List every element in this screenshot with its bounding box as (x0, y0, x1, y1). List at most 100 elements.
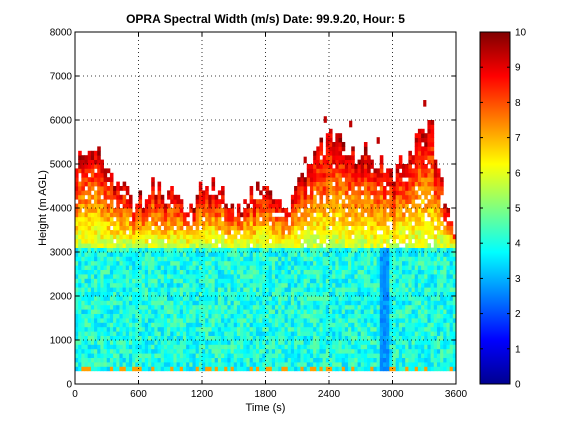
heatmap-cell (309, 186, 314, 191)
heatmap-cell (148, 221, 152, 226)
heatmap-cell (90, 256, 95, 262)
heatmap-cell (344, 291, 349, 297)
heatmap-cell (297, 304, 301, 310)
heatmap-cell (294, 212, 298, 218)
heatmap-cell (189, 247, 193, 253)
heatmap-cell (109, 260, 114, 266)
heatmap-cell (411, 247, 416, 253)
heatmap-cell (262, 265, 266, 270)
heatmap-cell (144, 265, 149, 270)
heatmap-cell (348, 269, 352, 275)
heatmap-cell (224, 238, 228, 244)
heatmap-cell (414, 357, 419, 363)
heatmap-cell (392, 221, 397, 226)
heatmap-cell (198, 269, 203, 275)
heatmap-cell (233, 357, 238, 363)
heatmap-cell (417, 265, 422, 270)
heatmap-cell (278, 221, 282, 226)
heatmap-cell (176, 274, 181, 279)
heatmap-cell (106, 177, 111, 182)
heatmap-cell (389, 274, 393, 279)
heatmap-cell (202, 230, 206, 235)
heatmap-cell (414, 304, 419, 310)
heatmap-cell (87, 230, 92, 235)
heatmap-cell (186, 230, 190, 235)
heatmap-cell (351, 216, 355, 222)
heatmap-cell (433, 212, 438, 218)
heatmap-cell (103, 278, 108, 284)
heatmap-cell (75, 282, 79, 288)
heatmap-cell (119, 357, 124, 363)
heatmap-cell (119, 208, 124, 213)
heatmap-cell (173, 221, 177, 226)
heatmap-cell (113, 309, 117, 314)
heatmap-cell (392, 256, 397, 262)
heatmap-cell (275, 230, 279, 235)
heatmap-cell (208, 278, 212, 284)
heatmap-cell (151, 199, 155, 204)
heatmap-cell (348, 159, 352, 165)
heatmap-cell (163, 278, 168, 284)
heatmap-cell (135, 208, 139, 213)
heatmap-cell (176, 296, 181, 301)
heatmap-cell (373, 243, 378, 248)
heatmap-cell (109, 208, 114, 213)
heatmap-cell (367, 225, 371, 231)
heatmap-cell (265, 304, 270, 310)
heatmap-cell (370, 335, 374, 341)
heatmap-cell (284, 348, 289, 354)
heatmap-cell (122, 260, 127, 266)
heatmap-cell (211, 230, 216, 235)
heatmap-cell (436, 300, 441, 306)
heatmap-cell (160, 234, 165, 240)
heatmap-cell (402, 247, 406, 253)
heatmap-cell (281, 221, 285, 226)
heatmap-cell (94, 181, 98, 187)
heatmap-cell (398, 282, 403, 288)
heatmap-cell (427, 366, 431, 372)
heatmap-cell (360, 353, 365, 358)
heatmap-cell (255, 326, 260, 332)
heatmap-cell (421, 296, 425, 301)
heatmap-cell (344, 344, 349, 350)
heatmap-cell (290, 203, 295, 209)
heatmap-cell (189, 322, 193, 328)
heatmap-cell (370, 278, 374, 284)
heatmap-cell (84, 260, 89, 266)
heatmap-cell (259, 256, 263, 262)
heatmap-cell (357, 362, 362, 367)
heatmap-cell (163, 322, 168, 328)
heatmap-cell (144, 208, 149, 213)
heatmap-cell (287, 238, 292, 244)
heatmap-cell (373, 278, 378, 284)
heatmap-cell (363, 155, 368, 160)
heatmap-cell (141, 348, 146, 354)
heatmap-cell (246, 318, 251, 323)
heatmap-cell (319, 326, 324, 332)
heatmap-cell (386, 287, 390, 292)
heatmap-cell (195, 331, 200, 336)
heatmap-cell (87, 348, 92, 354)
heatmap-cell (103, 353, 108, 358)
heatmap-cell (106, 238, 111, 244)
heatmap-cell (125, 256, 130, 262)
heatmap-cell (78, 256, 82, 262)
heatmap-cell (81, 362, 85, 367)
heatmap-cell (255, 362, 260, 367)
heatmap-cell (84, 159, 89, 165)
heatmap-cell (214, 344, 219, 350)
heatmap-cell (192, 287, 197, 292)
heatmap-cell (370, 164, 374, 169)
heatmap-cell (275, 335, 279, 341)
heatmap-cell (176, 282, 181, 288)
heatmap-cell (224, 300, 228, 306)
heatmap-cell (182, 362, 187, 367)
heatmap-cell (116, 256, 120, 262)
heatmap-cell (160, 318, 165, 323)
heatmap-cell (255, 203, 260, 209)
heatmap-cell (376, 225, 381, 231)
heatmap-cell (78, 357, 82, 363)
heatmap-cell (97, 274, 101, 279)
heatmap-cell (252, 199, 257, 204)
heatmap-cell (300, 199, 304, 204)
